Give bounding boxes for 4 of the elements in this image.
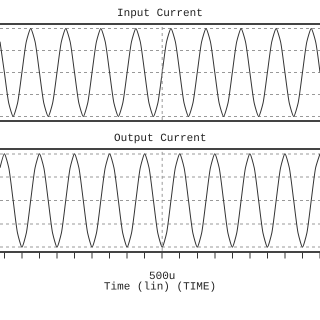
x-axis-title: Time (lin) (TIME)	[104, 281, 216, 294]
chart-title: Input Current	[117, 8, 203, 20]
chart-title: Output Current	[114, 133, 206, 145]
text: 500u	[149, 271, 176, 283]
